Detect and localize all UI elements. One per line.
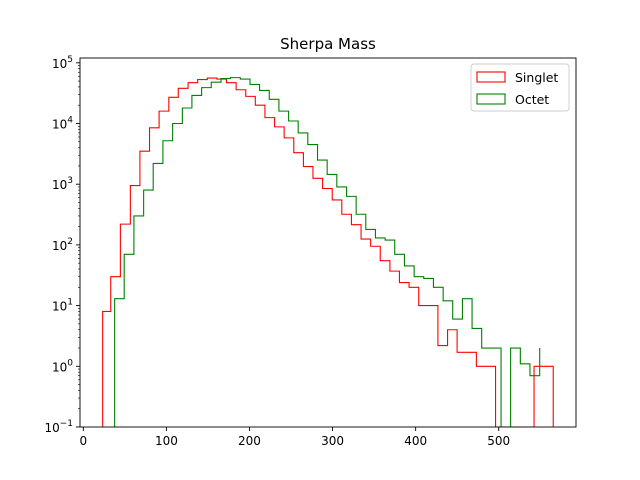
series-line-singlet — [102, 77, 554, 427]
series-line-octet — [114, 77, 541, 427]
y-tick-label: 100 — [52, 358, 73, 374]
legend-swatch — [476, 71, 506, 83]
chart-title: Sherpa Mass — [280, 35, 376, 53]
legend-swatch — [476, 93, 506, 105]
y-axis: 10−1 100 101 102 103 104 105 — [44, 55, 80, 435]
legend-item-singlet: Singlet — [476, 70, 558, 85]
legend-label: Singlet — [515, 70, 558, 85]
y-tick-label: 104 — [52, 116, 73, 132]
y-tick-label: 103 — [52, 176, 73, 192]
y-tick-label: 105 — [52, 55, 73, 71]
series-layer — [102, 77, 554, 427]
y-tick-label: 102 — [52, 237, 73, 253]
legend: Singlet Octet — [470, 63, 570, 112]
x-tick-label: 300 — [321, 434, 344, 448]
x-tick-label: 0 — [80, 434, 88, 448]
y-tick-label: 10−1 — [44, 419, 73, 435]
plot-frame — [79, 57, 577, 428]
x-tick-label: 200 — [238, 434, 261, 448]
legend-box — [470, 63, 570, 112]
y-tick-label: 101 — [52, 298, 73, 314]
x-tick-label: 500 — [487, 434, 510, 448]
series-singlet — [102, 77, 554, 427]
plot-area — [102, 77, 554, 427]
series-octet — [114, 77, 541, 427]
x-tick-label: 100 — [155, 434, 178, 448]
legend-item-octet: Octet — [476, 92, 549, 107]
x-axis: 0 100 200 300 400 500 — [80, 427, 510, 448]
legend-label: Octet — [515, 92, 549, 107]
x-tick-label: 400 — [404, 434, 427, 448]
